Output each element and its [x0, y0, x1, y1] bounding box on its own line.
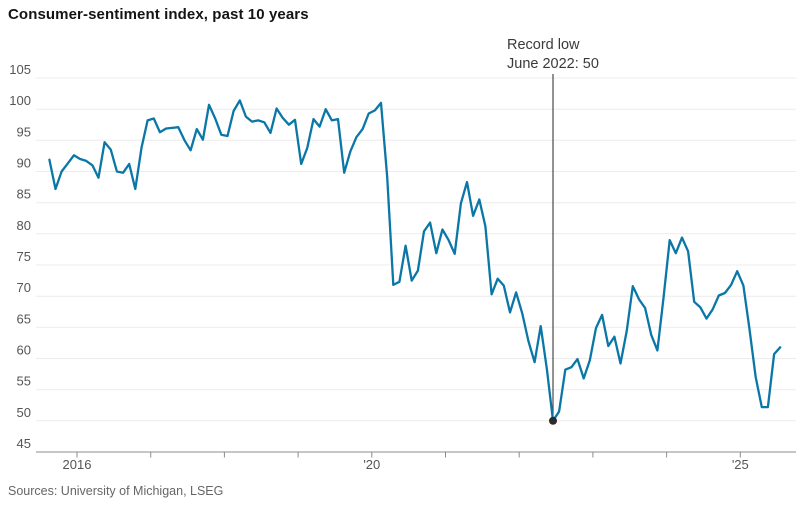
- x-axis-tick-label: 2016: [63, 457, 92, 472]
- chart-title: Consumer-sentiment index, past 10 years: [8, 6, 309, 23]
- source-credit: Sources: University of Michigan, LSEG: [8, 484, 224, 498]
- record-low-annotation-line1: Record low: [507, 37, 580, 53]
- y-axis-tick-label: 65: [17, 311, 31, 326]
- record-low-annotation: Record low June 2022: 50: [507, 36, 599, 74]
- sentiment-series-line: [48, 99, 782, 422]
- y-axis-tick-label: 85: [17, 187, 31, 202]
- y-axis-tick-label: 45: [17, 436, 31, 451]
- record-low-annotation-line2: June 2022: 50: [507, 56, 599, 72]
- y-axis-tick-label: 95: [17, 124, 31, 139]
- y-axis-tick-label: 75: [17, 249, 31, 264]
- y-axis-tick-label: 60: [17, 343, 31, 358]
- y-axis-tick-label: 50: [17, 405, 31, 420]
- x-axis-tick-label: '20: [363, 457, 380, 472]
- x-axis-tick-label: '25: [732, 457, 749, 472]
- y-axis-tick-label: 100: [9, 93, 31, 108]
- y-axis-tick-label: 90: [17, 156, 31, 171]
- y-axis-tick-label: 105: [9, 62, 31, 77]
- record-low-marker-dot: [549, 416, 557, 425]
- y-axis-tick-label: 80: [17, 218, 31, 233]
- y-axis-tick-label: 55: [17, 374, 31, 389]
- y-axis-tick-label: 70: [17, 280, 31, 295]
